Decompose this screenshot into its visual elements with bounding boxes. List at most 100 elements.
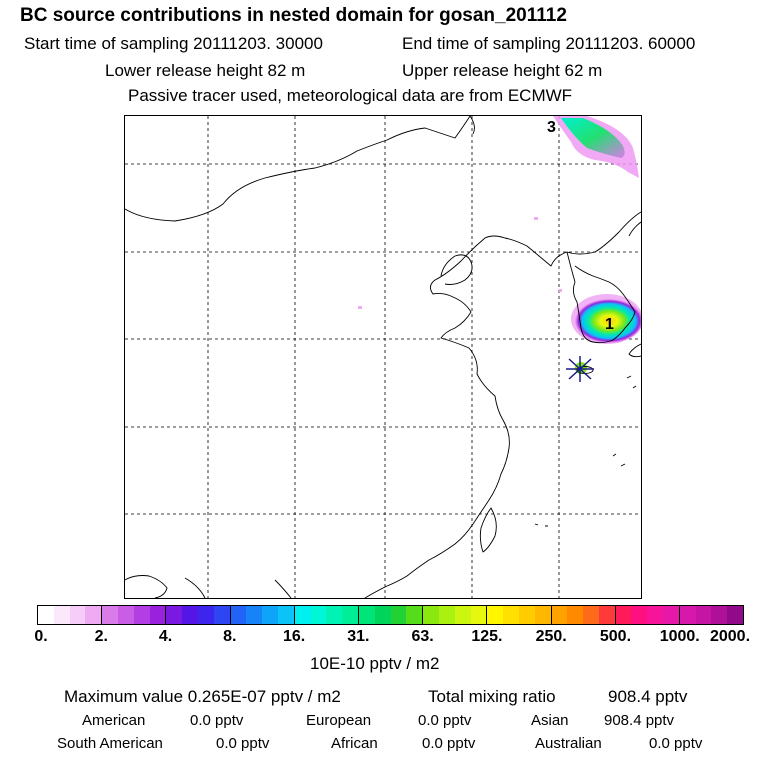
colorbar-swatch xyxy=(454,606,471,624)
speck-2 xyxy=(358,306,362,309)
colorbar-segment xyxy=(423,606,488,624)
colorbar-swatch xyxy=(438,606,455,624)
map-canvas: 3 1 xyxy=(125,116,641,598)
colorbar-swatch xyxy=(53,606,70,624)
colorbar-tick-label: 4. xyxy=(158,628,173,645)
coastlines xyxy=(125,116,641,598)
colorbar-swatch xyxy=(374,606,391,624)
colorbar-swatch xyxy=(197,606,214,624)
colorbar-tick-label: 31. xyxy=(347,628,370,645)
colorbar-segment xyxy=(551,606,616,624)
grid-lines xyxy=(125,116,641,598)
colorbar-swatch xyxy=(534,606,551,624)
colorbar-swatch xyxy=(470,606,487,624)
colorbar-tick-label: 63. xyxy=(411,628,434,645)
receptor-marker xyxy=(566,356,594,382)
colorbar-tick-label: 125. xyxy=(471,628,503,645)
colorbar-tick-label: 2. xyxy=(94,628,108,645)
plume-korea-core xyxy=(575,299,641,343)
asian-value: 908.4 pptv xyxy=(604,712,675,729)
colorbar-tick-label: 2000. xyxy=(709,628,751,645)
lower-release-text: Lower release height 82 m xyxy=(105,61,306,80)
colorbar-swatch xyxy=(406,606,423,624)
colorbar-swatch xyxy=(342,606,358,624)
coast-inner-lines xyxy=(184,577,292,598)
plot-title: BC source contributions in nested domain… xyxy=(20,5,567,26)
colorbar-swatch xyxy=(727,606,744,624)
upper-release-text: Upper release height 62 m xyxy=(402,61,603,80)
colorbar-swatch xyxy=(277,606,294,624)
australian-value: 0.0 pptv xyxy=(649,735,703,752)
total-mixing-value: 908.4 pptv xyxy=(608,687,688,706)
tracer-note-text: Passive tracer used, meteorological data… xyxy=(128,86,573,105)
colorbar-segment xyxy=(679,606,744,624)
coast-taiwan xyxy=(479,507,497,553)
colorbar-swatch xyxy=(117,606,134,624)
coast-kyushu xyxy=(628,343,641,358)
colorbar-swatch xyxy=(326,606,343,624)
map-panel: 3 1 xyxy=(124,115,642,599)
cluster-label-1: 1 xyxy=(605,316,614,333)
colorbar-swatch xyxy=(102,606,118,624)
colorbar-tick-label: 1000. xyxy=(659,628,700,645)
colorbar-swatch xyxy=(631,606,648,624)
colorbar-swatch xyxy=(246,606,263,624)
colorbar-segment xyxy=(294,606,359,624)
colorbar-swatch xyxy=(85,606,102,624)
colorbar-segment xyxy=(166,606,231,624)
colorbar-swatch xyxy=(294,606,311,624)
colorbar-swatch xyxy=(503,606,519,624)
colorbar-tick-label: 250. xyxy=(535,628,567,645)
european-value: 0.0 pptv xyxy=(418,712,472,729)
european-label: European xyxy=(306,712,372,729)
coast-ryukyu xyxy=(534,375,637,527)
end-time-text: End time of sampling 20111203. 60000 xyxy=(402,34,696,53)
colorbar-swatch xyxy=(567,606,584,624)
colorbar-swatch xyxy=(213,606,230,624)
coast-japan xyxy=(628,221,641,237)
african-label: African xyxy=(331,735,378,752)
african-value: 0.0 pptv xyxy=(422,735,476,752)
american-label: American xyxy=(82,712,146,729)
colorbar-swatch xyxy=(551,606,568,624)
speck-3 xyxy=(559,289,562,292)
coast-mongolia-border xyxy=(125,116,471,222)
concentration-field xyxy=(358,116,641,374)
colorbar-swatch xyxy=(149,606,166,624)
colorbar-swatch xyxy=(487,606,504,624)
south-american-label: South American xyxy=(57,735,163,752)
colorbar-swatch xyxy=(262,606,278,624)
asian-label: Asian xyxy=(531,712,569,729)
colorbar-swatch xyxy=(390,606,407,624)
colorbar-swatch xyxy=(182,606,198,624)
colorbar-tick-label: 500. xyxy=(599,628,632,645)
colorbar xyxy=(37,605,744,625)
south-american-value: 0.0 pptv xyxy=(216,735,270,752)
colorbar-swatch xyxy=(711,606,728,624)
colorbar-segment xyxy=(230,606,295,624)
colorbar-segment xyxy=(615,606,680,624)
colorbar-swatch xyxy=(615,606,632,624)
coast-russia xyxy=(469,116,475,135)
plume-northeast-core xyxy=(561,118,625,158)
coast-korea-border xyxy=(566,251,636,344)
colorbar-tick-label: 8. xyxy=(223,628,237,645)
colorbar-swatch xyxy=(230,606,247,624)
colorbar-tick-label: 16. xyxy=(282,628,306,645)
colorbar-segment xyxy=(487,606,552,624)
colorbar-swatch xyxy=(69,606,86,624)
speck-1 xyxy=(534,217,538,220)
cluster-label-3: 3 xyxy=(547,119,556,136)
colorbar-swatch xyxy=(598,606,615,624)
total-mixing-label: Total mixing ratio xyxy=(428,687,556,706)
coast-bohai xyxy=(440,254,473,285)
colorbar-swatch xyxy=(358,606,375,624)
colorbar-units: 10E-10 pptv / m2 xyxy=(310,654,440,673)
colorbar-swatch xyxy=(663,606,679,624)
colorbar-swatch xyxy=(679,606,696,624)
colorbar-swatch xyxy=(166,606,183,624)
max-value-text: Maximum value 0.265E-07 pptv / m2 xyxy=(64,687,341,706)
american-value: 0.0 pptv xyxy=(190,712,244,729)
colorbar-swatch xyxy=(310,606,327,624)
coast-china-east xyxy=(364,211,641,598)
